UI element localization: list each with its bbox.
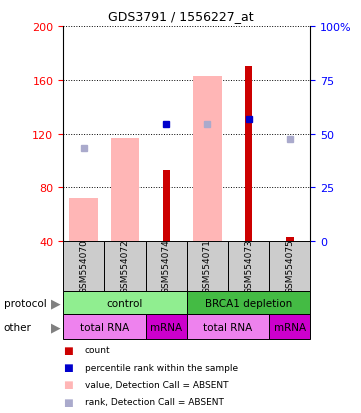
Text: total RNA: total RNA [203,322,253,332]
Text: other: other [4,322,31,332]
Text: protocol: protocol [4,298,46,308]
FancyBboxPatch shape [145,315,187,339]
Text: ▶: ▶ [51,320,61,334]
FancyBboxPatch shape [63,315,145,339]
Text: ■: ■ [63,397,73,407]
Bar [193,76,222,242]
FancyBboxPatch shape [145,242,187,291]
FancyBboxPatch shape [104,242,145,291]
FancyBboxPatch shape [269,242,310,291]
Text: ▶: ▶ [51,297,61,309]
Text: GSM554070: GSM554070 [79,239,88,294]
Bar [69,199,98,242]
FancyBboxPatch shape [63,242,104,291]
Bar [110,138,139,242]
FancyBboxPatch shape [187,242,228,291]
Text: mRNA: mRNA [150,322,182,332]
Text: GSM554075: GSM554075 [285,239,294,294]
Bar [162,171,170,242]
Text: GSM554073: GSM554073 [244,239,253,294]
Text: control: control [107,298,143,308]
Text: value, Detection Call = ABSENT: value, Detection Call = ABSENT [85,380,229,389]
Bar [245,67,252,242]
Text: mRNA: mRNA [274,322,306,332]
Text: BRCA1 depletion: BRCA1 depletion [205,298,292,308]
FancyBboxPatch shape [187,315,269,339]
FancyBboxPatch shape [269,315,310,339]
FancyBboxPatch shape [187,291,310,315]
Bar [286,237,293,242]
Text: GSM554071: GSM554071 [203,239,212,294]
Text: GDS3791 / 1556227_at: GDS3791 / 1556227_at [108,10,253,23]
FancyBboxPatch shape [63,291,187,315]
Text: ■: ■ [63,380,73,389]
Text: ■: ■ [63,362,73,372]
Text: GSM554074: GSM554074 [162,239,171,294]
Text: total RNA: total RNA [80,322,129,332]
Text: GSM554072: GSM554072 [121,239,130,294]
Text: rank, Detection Call = ABSENT: rank, Detection Call = ABSENT [85,397,224,406]
FancyBboxPatch shape [228,242,269,291]
Text: count: count [85,345,110,354]
Text: ■: ■ [63,345,73,355]
Text: percentile rank within the sample: percentile rank within the sample [85,363,238,372]
